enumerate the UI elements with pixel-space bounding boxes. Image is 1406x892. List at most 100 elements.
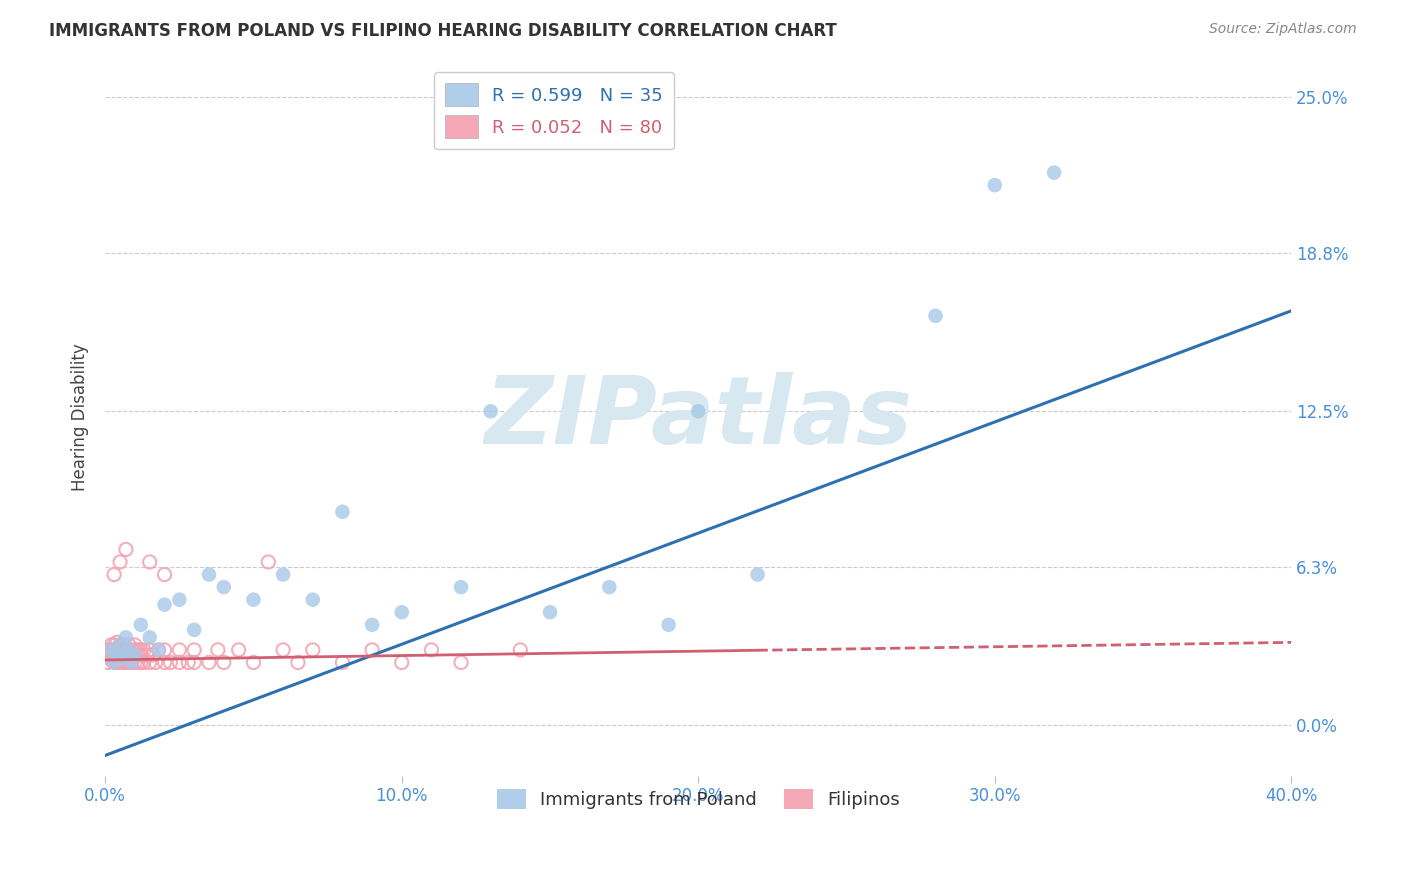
- Point: [108, 638, 131, 652]
- Point: [169, 656, 191, 670]
- Point: [242, 656, 264, 670]
- Point: [688, 404, 710, 418]
- Point: [658, 617, 681, 632]
- Point: [132, 656, 155, 670]
- Point: [121, 648, 143, 662]
- Point: [148, 643, 170, 657]
- Point: [103, 650, 125, 665]
- Point: [450, 580, 472, 594]
- Point: [118, 638, 141, 652]
- Point: [129, 648, 152, 662]
- Point: [129, 656, 152, 670]
- Point: [207, 643, 229, 657]
- Point: [111, 656, 134, 670]
- Point: [100, 653, 122, 667]
- Point: [108, 638, 131, 652]
- Point: [183, 623, 205, 637]
- Text: ZIPatlas: ZIPatlas: [484, 372, 912, 464]
- Y-axis label: Hearing Disability: Hearing Disability: [72, 343, 89, 491]
- Point: [105, 648, 128, 662]
- Point: [142, 648, 165, 662]
- Point: [198, 567, 221, 582]
- Point: [105, 635, 128, 649]
- Point: [105, 656, 128, 670]
- Point: [124, 656, 146, 670]
- Point: [121, 656, 143, 670]
- Point: [108, 643, 131, 657]
- Point: [271, 643, 294, 657]
- Point: [124, 643, 146, 657]
- Point: [145, 656, 167, 670]
- Point: [127, 643, 149, 657]
- Point: [153, 598, 176, 612]
- Point: [103, 638, 125, 652]
- Point: [100, 648, 122, 662]
- Point: [138, 656, 160, 670]
- Point: [391, 656, 413, 670]
- Point: [103, 567, 125, 582]
- Point: [108, 656, 131, 670]
- Point: [97, 656, 120, 670]
- Point: [287, 656, 309, 670]
- Point: [169, 592, 191, 607]
- Point: [361, 617, 384, 632]
- Point: [100, 638, 122, 652]
- Point: [361, 643, 384, 657]
- Point: [100, 643, 122, 657]
- Point: [121, 643, 143, 657]
- Point: [159, 656, 181, 670]
- Point: [118, 643, 141, 657]
- Point: [124, 638, 146, 652]
- Point: [103, 648, 125, 662]
- Point: [103, 643, 125, 657]
- Point: [153, 643, 176, 657]
- Point: [115, 656, 138, 670]
- Point: [450, 656, 472, 670]
- Point: [148, 643, 170, 657]
- Point: [132, 643, 155, 657]
- Point: [924, 309, 946, 323]
- Point: [177, 656, 200, 670]
- Text: IMMIGRANTS FROM POLAND VS FILIPINO HEARING DISABILITY CORRELATION CHART: IMMIGRANTS FROM POLAND VS FILIPINO HEARI…: [49, 22, 837, 40]
- Point: [108, 555, 131, 569]
- Point: [115, 648, 138, 662]
- Point: [183, 643, 205, 657]
- Point: [129, 643, 152, 657]
- Point: [138, 643, 160, 657]
- Point: [138, 631, 160, 645]
- Point: [391, 605, 413, 619]
- Point: [479, 404, 502, 418]
- Point: [153, 567, 176, 582]
- Point: [124, 648, 146, 662]
- Point: [747, 567, 769, 582]
- Point: [118, 656, 141, 670]
- Point: [984, 178, 1007, 193]
- Point: [105, 643, 128, 657]
- Point: [332, 505, 354, 519]
- Point: [108, 648, 131, 662]
- Point: [183, 656, 205, 670]
- Point: [301, 592, 323, 607]
- Point: [169, 643, 191, 657]
- Point: [100, 643, 122, 657]
- Point: [332, 656, 354, 670]
- Point: [138, 555, 160, 569]
- Point: [1043, 166, 1066, 180]
- Point: [509, 643, 531, 657]
- Point: [257, 555, 280, 569]
- Point: [111, 638, 134, 652]
- Point: [271, 567, 294, 582]
- Point: [115, 542, 138, 557]
- Point: [153, 656, 176, 670]
- Point: [212, 580, 235, 594]
- Point: [301, 643, 323, 657]
- Point: [127, 656, 149, 670]
- Point: [198, 656, 221, 670]
- Point: [111, 650, 134, 665]
- Point: [111, 648, 134, 662]
- Point: [242, 592, 264, 607]
- Point: [135, 648, 157, 662]
- Point: [115, 643, 138, 657]
- Point: [129, 617, 152, 632]
- Point: [598, 580, 620, 594]
